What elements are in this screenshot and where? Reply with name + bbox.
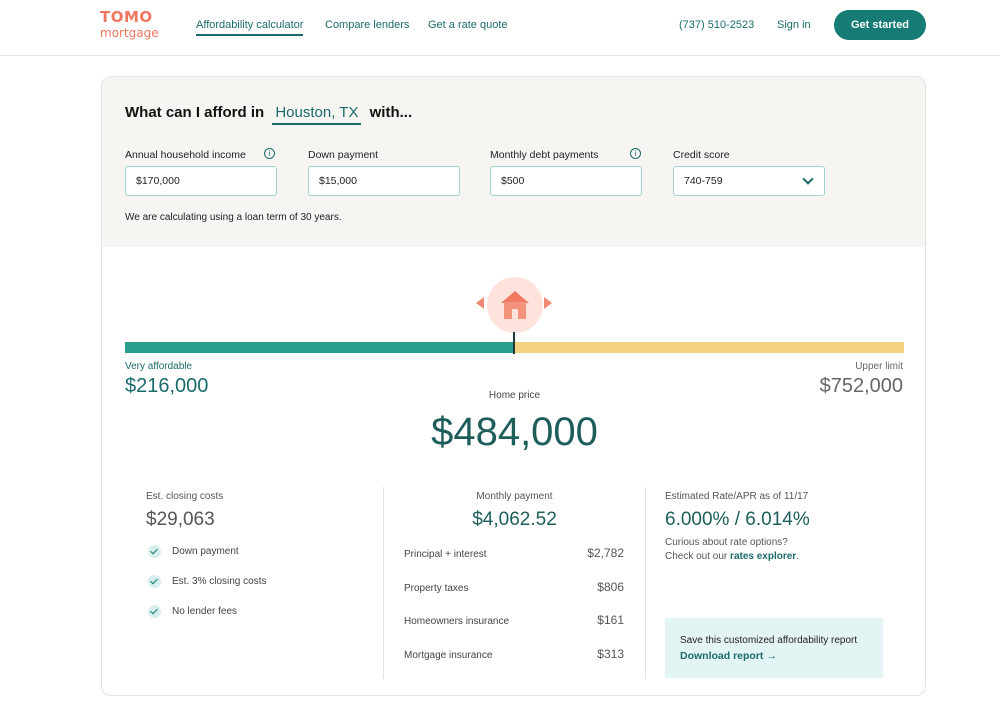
column-divider <box>645 487 646 679</box>
debt-info-icon[interactable]: i <box>630 148 641 159</box>
affordable-range-bar <box>125 342 514 353</box>
credit-score-label: Credit score <box>673 149 730 161</box>
income-input[interactable]: $170,000 <box>125 166 277 196</box>
stretch-range-bar <box>514 342 904 353</box>
check-icon <box>148 575 161 588</box>
principal-interest-value: $2,782 <box>587 546 624 560</box>
upper-limit-value: $752,000 <box>819 375 903 397</box>
check-down-payment: Down payment <box>172 546 239 557</box>
homeowners-insurance-value: $161 <box>597 613 624 627</box>
nav-affordability-calculator[interactable]: Affordability calculator <box>196 19 304 36</box>
rate-label: Estimated Rate/APR as of 11/17 <box>665 491 809 502</box>
slider-handle[interactable] <box>487 277 543 333</box>
property-taxes-value: $806 <box>597 580 624 594</box>
price-marker <box>513 332 515 354</box>
homeowners-insurance-label: Homeowners insurance <box>404 616 510 627</box>
nav-compare-lenders[interactable]: Compare lenders <box>325 19 410 31</box>
check-no-lender-fees: No lender fees <box>172 606 238 617</box>
logo-wordmark: TOMO <box>100 8 153 26</box>
logo-subtext: mortgage <box>100 26 159 40</box>
monthly-debt-label: Monthly debt payments <box>490 149 599 161</box>
download-report-label: Download report <box>680 650 764 662</box>
closing-costs-value: $29,063 <box>146 509 215 530</box>
nav-get-rate-quote[interactable]: Get a rate quote <box>428 19 508 31</box>
down-payment-label: Down payment <box>308 149 379 161</box>
column-divider <box>383 487 384 679</box>
closing-costs-label: Est. closing costs <box>146 491 224 502</box>
download-report-link[interactable]: Download report → <box>680 650 777 662</box>
mortgage-insurance-value: $313 <box>597 647 624 661</box>
income-label: Annual household income <box>125 149 246 161</box>
monthly-debt-input[interactable]: $500 <box>490 166 642 196</box>
home-price-label: Home price <box>488 390 541 401</box>
rate-value: 6.000% / 6.014% <box>665 509 810 530</box>
house-icon <box>501 291 529 319</box>
down-payment-input[interactable]: $15,000 <box>308 166 460 196</box>
rate-explorer-prefix: Check out our <box>665 551 728 562</box>
location-selector[interactable]: Houston, TX <box>272 104 362 125</box>
top-header: TOMO mortgage Affordability calculator C… <box>0 0 1000 56</box>
sign-in-link[interactable]: Sign in <box>777 19 811 31</box>
phone-link[interactable]: (737) 510-2523 <box>679 19 755 31</box>
check-closing-costs: Est. 3% closing costs <box>172 576 267 587</box>
question-suffix: with... <box>369 104 413 121</box>
principal-interest-label: Principal + interest <box>404 549 487 560</box>
rates-explorer-link[interactable]: rates explorer <box>730 551 797 562</box>
credit-score-value: 740-759 <box>684 175 723 187</box>
credit-score-select[interactable]: 740-759 <box>673 166 825 196</box>
tomo-logo[interactable]: TOMO mortgage <box>100 8 159 40</box>
loan-term-note: We are calculating using a loan term of … <box>125 212 342 223</box>
very-affordable-value: $216,000 <box>125 375 209 397</box>
arrow-left-icon[interactable] <box>476 297 484 309</box>
upper-limit-label: Upper limit <box>855 361 903 372</box>
monthly-payment-label: Monthly payment <box>476 491 553 502</box>
chevron-down-icon <box>802 173 814 185</box>
income-info-icon[interactable]: i <box>264 148 275 159</box>
property-taxes-label: Property taxes <box>404 583 469 594</box>
rate-explorer-line: Check out our rates explorer. <box>665 551 799 562</box>
very-affordable-label: Very affordable <box>125 361 193 372</box>
question-prefix: What can I afford in <box>125 104 265 121</box>
affordability-card: What can I afford in Houston, TX with...… <box>101 76 926 696</box>
report-title: Save this customized affordability repor… <box>680 635 858 646</box>
arrow-right-icon[interactable] <box>544 297 552 309</box>
home-price-value: $484,000 <box>431 410 598 454</box>
inputs-panel: What can I afford in Houston, TX with...… <box>102 77 925 247</box>
monthly-payment-value: $4,062.52 <box>472 509 557 530</box>
get-started-button[interactable]: Get started <box>834 10 926 40</box>
check-icon <box>148 545 161 558</box>
mortgage-insurance-label: Mortgage insurance <box>404 650 493 661</box>
rate-curious-text: Curious about rate options? <box>665 537 788 548</box>
arrow-right-icon: → <box>766 650 777 662</box>
question-heading: What can I afford in Houston, TX with... <box>125 104 413 125</box>
check-icon <box>148 605 161 618</box>
report-box: Save this customized affordability repor… <box>665 618 883 678</box>
